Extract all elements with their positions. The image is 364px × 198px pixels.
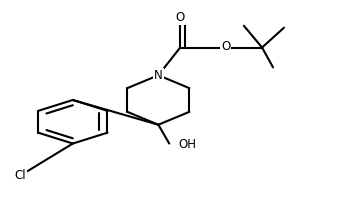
Text: N: N [154, 69, 163, 82]
Text: OH: OH [178, 138, 196, 151]
Text: Cl: Cl [14, 169, 26, 182]
Text: O: O [221, 40, 230, 53]
Text: O: O [175, 11, 185, 24]
